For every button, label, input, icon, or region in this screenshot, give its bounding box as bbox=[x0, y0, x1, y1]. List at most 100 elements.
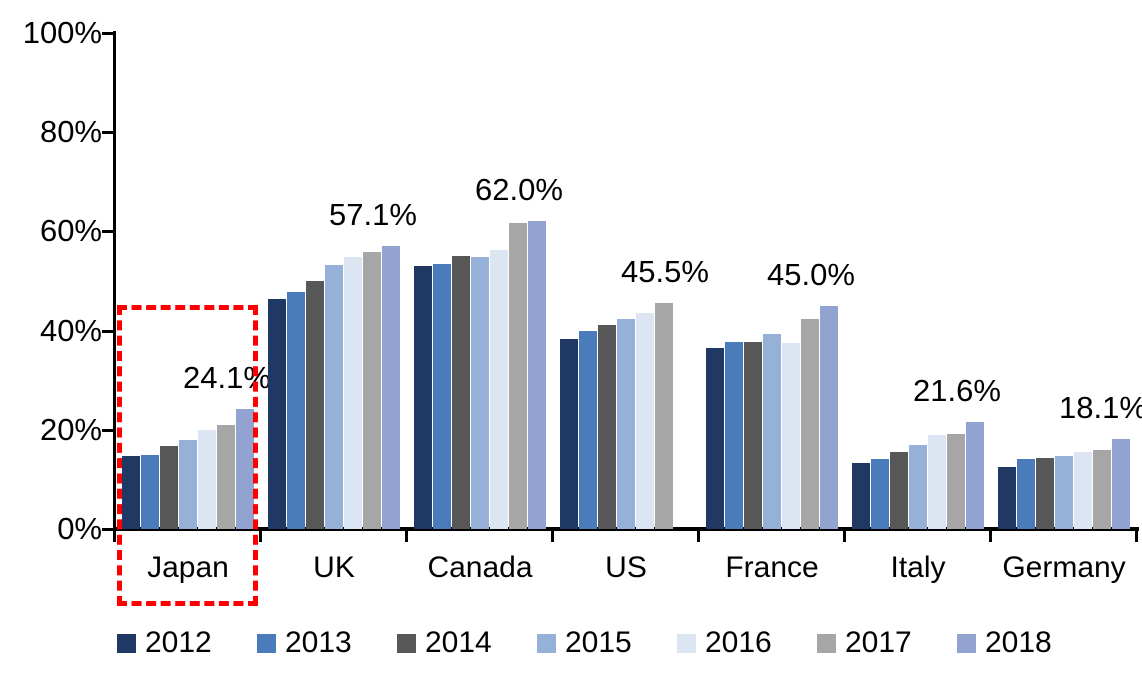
bar-japan-2014 bbox=[160, 446, 178, 529]
legend-entry-2015: 2015 bbox=[537, 627, 632, 659]
x-tick-mark bbox=[843, 529, 846, 542]
bar-france-2012 bbox=[706, 347, 724, 529]
legend-entry-2013: 2013 bbox=[257, 627, 352, 659]
bar-japan-2018 bbox=[236, 409, 254, 529]
bar-germany-2014 bbox=[1036, 458, 1054, 529]
category-label-japan: Japan bbox=[147, 551, 229, 584]
bar-italy-2012 bbox=[852, 463, 870, 529]
data-label-uk: 57.1% bbox=[329, 196, 417, 232]
y-tick-label: 60% bbox=[39, 213, 102, 249]
legend-entry-2017: 2017 bbox=[817, 627, 912, 659]
y-tick-mark bbox=[102, 131, 114, 135]
data-label-canada: 62.0% bbox=[475, 172, 563, 208]
bar-italy-2018 bbox=[966, 421, 984, 529]
y-tick-mark bbox=[102, 528, 114, 531]
bar-canada-2015 bbox=[471, 257, 489, 529]
category-label-canada: Canada bbox=[427, 551, 533, 584]
bar-us-2014 bbox=[598, 325, 616, 529]
bar-germany-2018 bbox=[1112, 439, 1130, 529]
legend-entry-2016: 2016 bbox=[677, 627, 772, 659]
bar-us-2016 bbox=[636, 312, 654, 529]
bar-germany-2016 bbox=[1074, 452, 1092, 529]
x-tick-mark bbox=[113, 529, 116, 542]
y-tick-mark bbox=[102, 329, 114, 333]
x-tick-mark bbox=[405, 529, 408, 542]
legend-swatch-2014 bbox=[397, 633, 416, 653]
legend-swatch-2016 bbox=[677, 633, 696, 653]
legend-swatch-2015 bbox=[537, 633, 556, 653]
x-tick-mark bbox=[697, 529, 700, 542]
data-label-france: 45.0% bbox=[767, 256, 855, 292]
y-tick-label: 0% bbox=[57, 511, 102, 546]
bar-uk-2017 bbox=[363, 251, 381, 529]
bar-france-2014 bbox=[744, 342, 762, 529]
y-axis-line bbox=[113, 31, 116, 531]
bar-us-2017 bbox=[655, 303, 673, 529]
data-label-us: 45.5% bbox=[621, 254, 709, 290]
bar-uk-2015 bbox=[325, 265, 343, 529]
y-tick-mark bbox=[102, 230, 114, 234]
bar-uk-2013 bbox=[287, 291, 305, 529]
bar-italy-2014 bbox=[890, 452, 908, 529]
legend-entry-2018: 2018 bbox=[957, 627, 1052, 659]
bar-japan-2012 bbox=[122, 455, 140, 529]
y-tick-label: 100% bbox=[22, 15, 102, 50]
y-tick-label: 40% bbox=[39, 312, 102, 348]
legend-swatch-2012 bbox=[117, 633, 136, 653]
legend-label-2013: 2013 bbox=[285, 626, 352, 659]
y-tick-mark bbox=[102, 428, 114, 432]
bar-italy-2016 bbox=[928, 435, 946, 529]
bar-france-2018 bbox=[820, 305, 838, 529]
bar-us-2012 bbox=[560, 339, 578, 529]
y-tick-label: 80% bbox=[39, 114, 102, 150]
data-label-germany: 18.1% bbox=[1059, 390, 1142, 426]
bar-canada-2012 bbox=[414, 266, 432, 529]
bar-germany-2017 bbox=[1093, 450, 1111, 529]
legend-entry-2014: 2014 bbox=[397, 627, 492, 659]
bar-uk-2016 bbox=[344, 257, 362, 529]
legend-label-2018: 2018 bbox=[985, 626, 1052, 659]
category-label-us: US bbox=[605, 551, 647, 584]
bar-italy-2015 bbox=[909, 445, 927, 529]
bar-france-2016 bbox=[782, 343, 800, 529]
bar-germany-2013 bbox=[1017, 459, 1035, 529]
bar-uk-2018 bbox=[382, 245, 400, 529]
bar-uk-2012 bbox=[268, 299, 286, 529]
bar-japan-2013 bbox=[141, 454, 159, 529]
y-tick-label: 20% bbox=[39, 411, 102, 447]
x-tick-mark bbox=[551, 529, 554, 542]
legend-label-2012: 2012 bbox=[145, 626, 212, 659]
x-tick-mark bbox=[1135, 529, 1138, 542]
x-tick-mark bbox=[259, 529, 262, 542]
legend-swatch-2013 bbox=[257, 633, 276, 653]
bar-italy-2017 bbox=[947, 434, 965, 529]
bar-france-2015 bbox=[763, 333, 781, 529]
legend-swatch-2017 bbox=[817, 633, 836, 653]
bar-canada-2017 bbox=[509, 222, 527, 529]
legend-label-2016: 2016 bbox=[705, 626, 772, 659]
bar-japan-2017 bbox=[217, 424, 235, 529]
bar-canada-2016 bbox=[490, 249, 508, 529]
bar-canada-2014 bbox=[452, 256, 470, 529]
x-tick-mark bbox=[989, 529, 992, 542]
category-label-germany: Germany bbox=[1002, 551, 1126, 584]
category-label-france: France bbox=[725, 551, 819, 584]
legend-label-2015: 2015 bbox=[565, 626, 632, 659]
data-label-italy: 21.6% bbox=[913, 372, 1001, 408]
bar-canada-2018 bbox=[528, 221, 546, 529]
legend-swatch-2018 bbox=[957, 633, 976, 653]
category-label-uk: UK bbox=[313, 551, 355, 584]
x-axis-line bbox=[113, 527, 1139, 531]
bar-italy-2013 bbox=[871, 459, 889, 529]
legend-label-2014: 2014 bbox=[425, 626, 492, 659]
bar-japan-2016 bbox=[198, 429, 216, 529]
y-tick-mark bbox=[102, 32, 114, 35]
bar-japan-2015 bbox=[179, 439, 197, 529]
bar-germany-2012 bbox=[998, 467, 1016, 529]
bar-france-2017 bbox=[801, 318, 819, 529]
bar-us-2015 bbox=[617, 319, 635, 529]
bar-us-2013 bbox=[579, 330, 597, 529]
bar-canada-2013 bbox=[433, 263, 451, 529]
bar-germany-2015 bbox=[1055, 456, 1073, 529]
